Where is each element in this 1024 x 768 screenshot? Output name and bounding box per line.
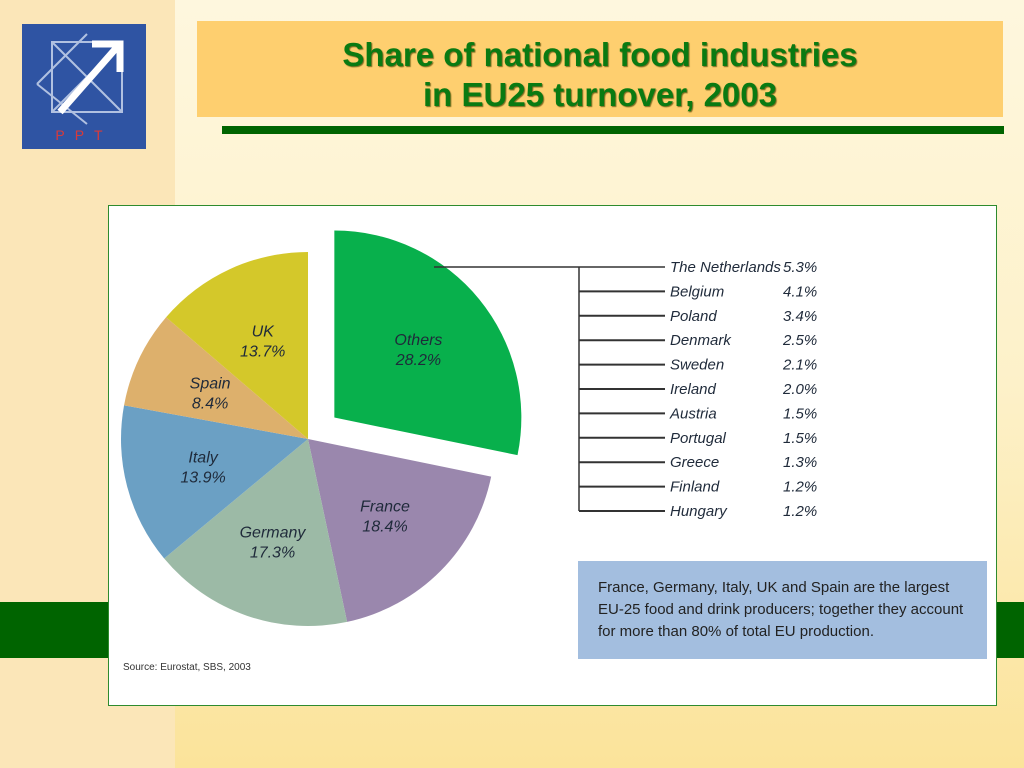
title-line-2: in EU25 turnover, 2003 [423,76,777,113]
pie-chart: Others 28.2% France 18.4% Germany 17.3% Italy 1… [120,230,817,626]
breakdown-name-ireland: Ireland [670,381,717,398]
pie-label-france: France [360,498,410,515]
info-note: France, Germany, Italy, UK and Spain are… [598,579,964,640]
pie-label-italy: Italy [188,449,218,466]
pie-slice-spain [124,317,308,439]
pie-slice-france [308,439,492,622]
breakdown-name-poland: Poland [670,308,717,325]
pie-slice-uk [166,252,308,439]
breakdown-value-denmark: 2.5% [782,332,817,349]
breakdown-name-austria: Austria [669,405,717,422]
ppt-logo: PPT [22,24,146,149]
breakdown-value-sweden: 2.1% [782,357,817,374]
breakdown-value-austria: 1.5% [783,405,817,422]
pie-value-france: 18.4% [362,518,407,535]
breakdown-name-denmark: Denmark [670,332,732,349]
pie-slice-italy [120,405,308,559]
breakdown-value-finland: 1.2% [783,479,817,496]
pie-value-others: 28.2% [395,352,441,369]
logo-text: PPT [55,127,113,143]
pie-label-others: Others [394,332,442,349]
chart-panel: Others 28.2% France 18.4% Germany 17.3% Italy 1… [108,205,997,706]
breakdown-name-hungary: Hungary [670,503,728,520]
breakdown-name-belgium: Belgium [670,283,724,300]
breakdown-name-finland: Finland [670,479,720,496]
breakdown-value-belgium: 4.1% [783,283,817,300]
breakdown-value-the-netherlands: 5.3% [783,259,817,276]
pie-label-spain: Spain [190,375,231,392]
source-note: Source: Eurostat, SBS, 2003 [123,662,251,673]
pie-label-uk: UK [252,323,276,340]
pie-slice-germany [164,439,348,626]
slide-title: Share of national food industries in EU2… [197,35,1003,115]
title-line-1: Share of national food industries [342,36,858,73]
pie-value-germany: 17.3% [250,544,295,561]
pie-slice-others [334,230,522,456]
title-box: Share of national food industries in EU2… [197,21,1003,117]
pie-label-germany: Germany [240,524,307,541]
breakdown-value-greece: 1.3% [783,454,817,471]
breakdown-name-sweden: Sweden [670,357,724,374]
breakdown-name-greece: Greece [670,454,719,471]
pie-value-uk: 13.7% [240,343,285,360]
breakdown-name-portugal: Portugal [670,430,727,447]
pie-value-spain: 8.4% [192,395,228,412]
breakdown-value-portugal: 1.5% [783,430,817,447]
info-box: France, Germany, Italy, UK and Spain are… [578,561,987,659]
title-underline [222,126,1004,134]
breakdown-value-hungary: 1.2% [783,503,817,520]
pie-value-italy: 13.9% [180,469,225,486]
breakdown-value-ireland: 2.0% [782,381,817,398]
breakdown-value-poland: 3.4% [783,308,817,325]
breakdown-name-the-netherlands: The Netherlands [670,259,781,276]
logo-arrow-icon [36,33,124,125]
